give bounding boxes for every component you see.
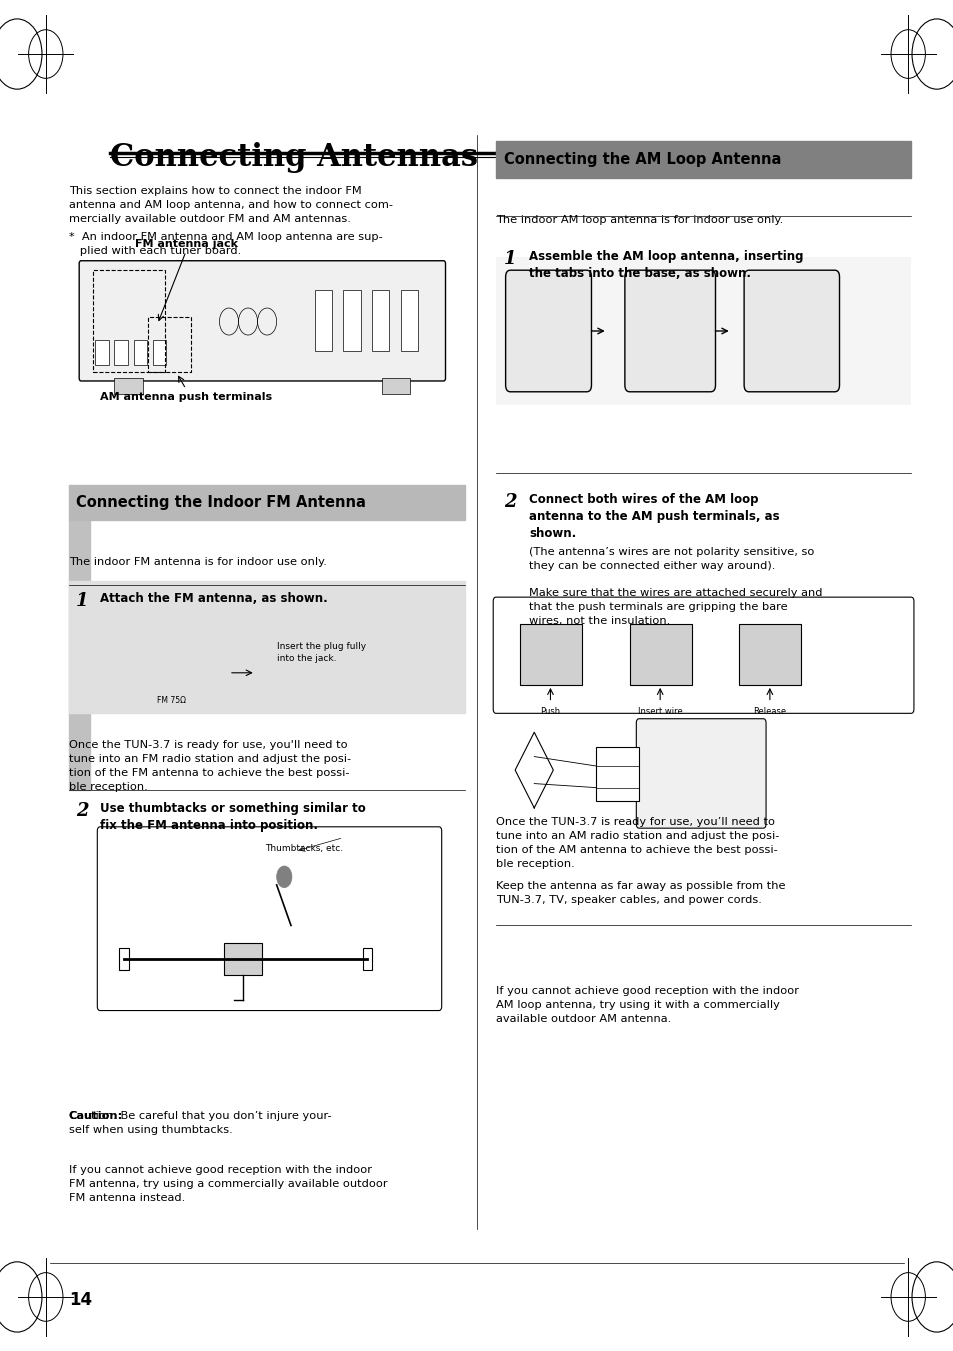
Text: This section explains how to connect the indoor FM
antenna and AM loop antenna, : This section explains how to connect the…	[69, 186, 393, 224]
Bar	[629, 624, 691, 685]
Bar	[362, 948, 372, 970]
FancyBboxPatch shape	[493, 597, 913, 713]
Text: 2: 2	[76, 802, 89, 820]
Text: 1: 1	[76, 592, 89, 609]
FancyBboxPatch shape	[624, 270, 715, 392]
Text: Insert the plug fully
into the jack.: Insert the plug fully into the jack.	[276, 642, 365, 662]
Text: 14: 14	[69, 1290, 91, 1309]
Text: AM antenna push terminals: AM antenna push terminals	[100, 392, 272, 401]
Bar	[381, 378, 410, 394]
Text: Attach the FM antenna, as shown.: Attach the FM antenna, as shown.	[100, 592, 328, 605]
Bar	[114, 378, 143, 394]
Text: 2: 2	[503, 493, 516, 511]
Bar	[343, 290, 360, 351]
Bar	[262, 659, 300, 686]
Bar	[152, 653, 210, 693]
Bar	[496, 141, 910, 178]
Bar	[739, 624, 801, 685]
Text: Thumbtacks, etc.: Thumbtacks, etc.	[265, 844, 343, 854]
Text: Make sure that the wires are attached securely and
that the push terminals are g: Make sure that the wires are attached se…	[529, 588, 822, 626]
FancyBboxPatch shape	[636, 719, 765, 828]
Bar	[400, 290, 417, 351]
Bar	[519, 624, 581, 685]
Text: *  An indoor FM antenna and AM loop antenna are sup-
   plied with each tuner bo: * An indoor FM antenna and AM loop anten…	[69, 232, 382, 257]
FancyBboxPatch shape	[505, 270, 591, 392]
Text: Once the TUN-3.7 is ready for use, you'll need to
tune into an FM radio station : Once the TUN-3.7 is ready for use, you'l…	[69, 740, 351, 792]
Bar	[69, 520, 90, 790]
Text: The indoor AM loop antenna is for indoor use only.: The indoor AM loop antenna is for indoor…	[496, 215, 782, 224]
Text: Keep the antenna as far away as possible from the
TUN-3.7, TV, speaker cables, a: Keep the antenna as far away as possible…	[496, 881, 784, 905]
Bar	[224, 943, 262, 975]
Text: Push: Push	[539, 707, 560, 716]
Text: Caution: Be careful that you don’t injure your-
self when using thumbtacks.: Caution: Be careful that you don’t injur…	[69, 1111, 331, 1135]
Text: FM 75Ω: FM 75Ω	[157, 696, 186, 705]
Text: 1: 1	[503, 250, 516, 267]
Text: Connecting Antennas: Connecting Antennas	[110, 142, 477, 173]
Bar	[69, 581, 464, 713]
Text: Assemble the AM loop antenna, inserting
the tabs into the base, as shown.: Assemble the AM loop antenna, inserting …	[529, 250, 803, 280]
Bar	[133, 340, 147, 365]
Bar	[152, 340, 166, 365]
Text: Use thumbtacks or something similar to
fix the FM antenna into position.: Use thumbtacks or something similar to f…	[100, 802, 366, 832]
FancyBboxPatch shape	[97, 827, 441, 1011]
Text: Caution:: Caution:	[69, 1111, 123, 1120]
Bar	[114, 340, 128, 365]
Text: Once the TUN-3.7 is ready for use, you’ll need to
tune into an AM radio station : Once the TUN-3.7 is ready for use, you’l…	[496, 817, 779, 869]
Bar	[95, 340, 109, 365]
Text: Connecting the AM Loop Antenna: Connecting the AM Loop Antenna	[503, 151, 781, 168]
Text: Connect both wires of the AM loop
antenna to the AM push terminals, as
shown.: Connect both wires of the AM loop antenn…	[529, 493, 780, 540]
Bar	[596, 747, 639, 801]
Text: If you cannot achieve good reception with the indoor
FM antenna, try using a com: If you cannot achieve good reception wit…	[69, 1165, 387, 1202]
Text: Insert wire: Insert wire	[638, 707, 681, 716]
FancyBboxPatch shape	[743, 270, 839, 392]
Text: FM antenna jack: FM antenna jack	[134, 239, 237, 249]
FancyBboxPatch shape	[79, 261, 445, 381]
Bar	[119, 948, 129, 970]
Text: Release: Release	[753, 707, 785, 716]
Text: If you cannot achieve good reception with the indoor
AM loop antenna, try using : If you cannot achieve good reception wit…	[496, 986, 799, 1024]
Bar	[69, 485, 464, 520]
Text: Connecting the Indoor FM Antenna: Connecting the Indoor FM Antenna	[76, 494, 366, 511]
Bar	[496, 257, 910, 405]
Bar	[372, 290, 389, 351]
Text: (The antenna’s wires are not polarity sensitive, so
they can be connected either: (The antenna’s wires are not polarity se…	[529, 547, 814, 571]
Bar	[314, 290, 332, 351]
Text: The indoor FM antenna is for indoor use only.: The indoor FM antenna is for indoor use …	[69, 557, 326, 566]
FancyBboxPatch shape	[97, 628, 446, 711]
Circle shape	[276, 866, 292, 888]
